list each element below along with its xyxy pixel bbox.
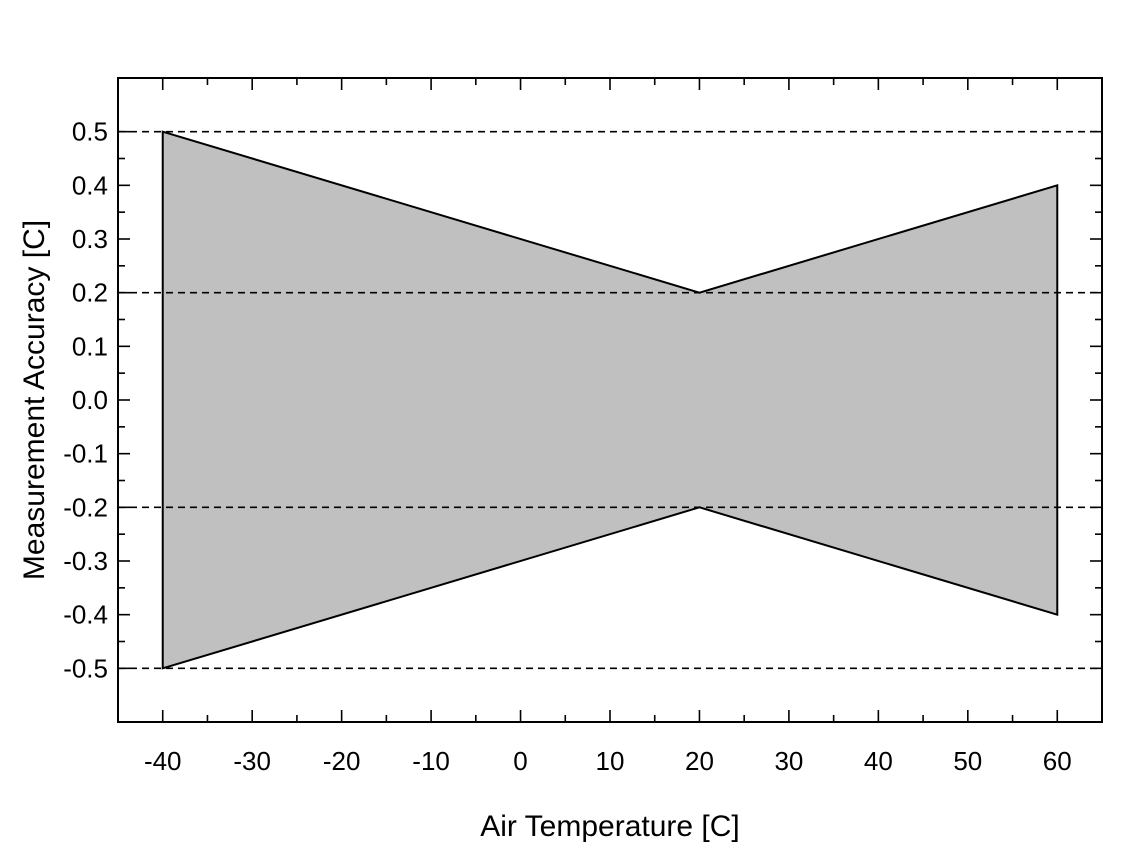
- y-tick-label: 0.0: [72, 385, 108, 415]
- x-tick-label: 50: [953, 746, 982, 776]
- accuracy-band-layer: [161, 130, 1059, 670]
- axis-ticks: [118, 78, 1102, 722]
- x-tick-label: -10: [412, 746, 450, 776]
- x-tick-label: -20: [323, 746, 361, 776]
- y-tick-label: -0.5: [63, 653, 108, 683]
- accuracy-band: [161, 130, 1059, 670]
- x-tick-label: 60: [1043, 746, 1072, 776]
- y-tick-label: 0.3: [72, 224, 108, 254]
- reference-lines: [118, 130, 1102, 670]
- x-tick-label: 30: [774, 746, 803, 776]
- x-tick-label: 10: [596, 746, 625, 776]
- x-tick-label: -30: [233, 746, 271, 776]
- x-tick-label: 40: [864, 746, 893, 776]
- x-tick-label: 0: [513, 746, 527, 776]
- y-tick-label: 0.2: [72, 278, 108, 308]
- x-tick-label: -40: [144, 746, 182, 776]
- x-axis-title: Air Temperature [C]: [480, 810, 740, 843]
- x-axis-tick-labels: -40 -30 -20 -10 0 10 20 30 40 50 60: [144, 746, 1072, 776]
- y-tick-label: -0.3: [63, 546, 108, 576]
- y-tick-label: 0.4: [72, 170, 108, 200]
- y-tick-label: -0.1: [63, 439, 108, 469]
- y-tick-label: 0.1: [72, 331, 108, 361]
- y-tick-label: -0.2: [63, 492, 108, 522]
- y-axis-tick-labels: 0.5 0.4 0.3 0.2 0.1 0.0 -0.1 -0.2 -0.3 -0.4 -0.5: [63, 117, 108, 684]
- y-tick-label: 0.5: [72, 117, 108, 147]
- y-axis-title: Measurement Accuracy [C]: [18, 220, 51, 580]
- x-tick-label: 20: [685, 746, 714, 776]
- y-tick-label: -0.4: [63, 600, 108, 630]
